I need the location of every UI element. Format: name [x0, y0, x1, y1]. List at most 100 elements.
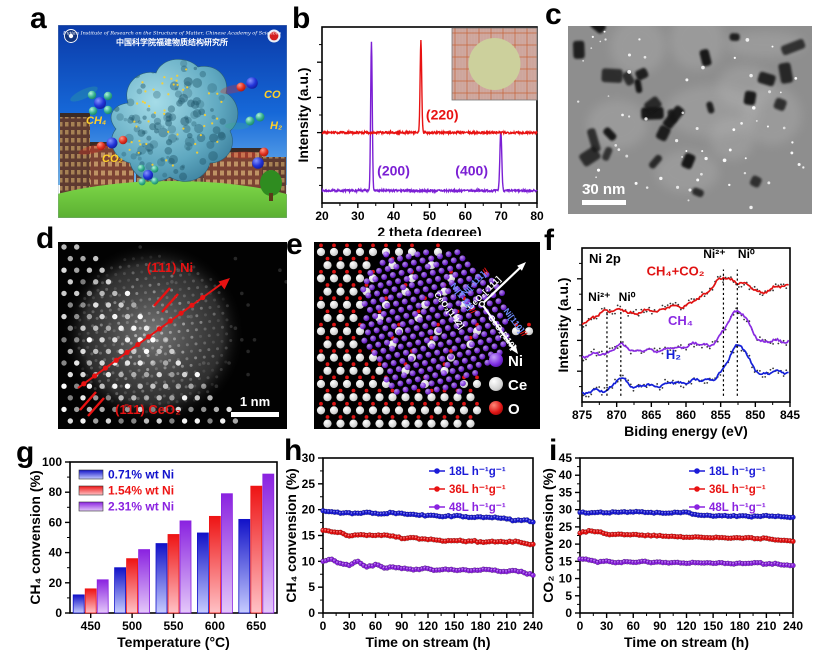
institute-name-zh: 中国科学院福建物质结构研究所 — [116, 37, 228, 47]
ni-legend-label: Ni — [508, 353, 523, 370]
x-axis-label: Time on stream (h) — [624, 634, 749, 650]
y-tick-label: 0 — [55, 606, 62, 620]
co-label: CO — [264, 89, 281, 101]
series-label: CH₄ — [668, 313, 693, 328]
x-tick-label: 650 — [246, 619, 266, 633]
panel-c-sem-image: 30 nm — [568, 26, 812, 214]
y-tick-label: 30 — [302, 451, 316, 465]
x-tick-label: 210 — [756, 619, 776, 633]
legend-marker-dot — [694, 504, 700, 510]
y-tick-label: 0 — [565, 606, 572, 620]
y-tick-label: 30 — [559, 503, 573, 517]
x-tick-label: 30 — [351, 209, 365, 223]
x-tick-label: 90 — [395, 619, 409, 633]
xps-curve-1 — [582, 309, 790, 360]
x-tick-label: 90 — [653, 619, 667, 633]
ceo2-plane-label: (1̄11) CeO₂ — [115, 402, 181, 417]
co-molecule — [220, 77, 258, 94]
x-tick-label: 120 — [676, 619, 696, 633]
atom-legend: Ni Ce O — [489, 353, 527, 418]
porous-catalyst — [110, 59, 239, 182]
y-axis-label: Intensity (a.u.) — [555, 278, 571, 373]
bar-600-1 — [208, 515, 221, 614]
y-axis-label: CH₄ convension (%) — [283, 468, 299, 602]
annotation: Ni²⁺ — [588, 290, 610, 304]
ch4-molecule — [70, 86, 113, 116]
annotation: Ni²⁺ — [703, 247, 725, 261]
x-tick-label: 50 — [423, 209, 437, 223]
x-tick-label: 500 — [122, 619, 142, 633]
x-tick-label: 875 — [572, 408, 592, 422]
y-tick-label: 5 — [565, 589, 572, 603]
y-tick-label: 10 — [302, 554, 316, 568]
co2-label: CO₂ — [102, 153, 123, 165]
panel-letter-e: e — [286, 228, 303, 261]
ni-plane-label: (1̄11) Ni — [147, 260, 193, 275]
panel-letter-b: b — [292, 2, 311, 35]
y-tick-label: 0 — [308, 606, 315, 620]
bar-500-2 — [138, 549, 150, 614]
y-tick-label: 15 — [559, 554, 573, 568]
x-tick-label: 855 — [711, 408, 731, 422]
legend-swatch — [78, 485, 104, 496]
legend-swatch — [78, 469, 104, 480]
x-tick-label: 240 — [523, 619, 543, 633]
y-tick-label: 45 — [559, 451, 573, 465]
x-tick-label: 60 — [459, 209, 473, 223]
chart-title: Ni 2p — [589, 251, 621, 266]
x-tick-label: 150 — [444, 619, 464, 633]
x-tick-label: 120 — [418, 619, 438, 633]
ch4-label: CH₄ — [86, 115, 106, 127]
panel-letter-d: d — [36, 222, 55, 255]
y-tick-label: 60 — [49, 515, 63, 529]
ce-legend-swatch — [489, 377, 503, 391]
x-axis-label: Biding energy (eV) — [624, 423, 748, 439]
bar-650-1 — [250, 485, 263, 614]
bar-450-0 — [72, 594, 85, 614]
x-tick-label: 870 — [607, 408, 627, 422]
peak-label: (220) — [426, 106, 459, 122]
bar-650-2 — [262, 473, 275, 614]
bar-600-2 — [220, 493, 233, 614]
peak-label: (400) — [455, 163, 488, 179]
peak-label: (200) — [377, 163, 410, 179]
bar-550-0 — [155, 543, 168, 614]
x-tick-label: 30 — [600, 619, 614, 633]
legend-label: 0.71% wt Ni — [108, 468, 174, 482]
y-axis-label: CO₂ convension (%) — [540, 468, 556, 603]
ce-legend-label: Ce — [508, 377, 527, 394]
sem-texture — [568, 26, 812, 214]
bar-500-0 — [114, 567, 126, 614]
lattice-art — [61, 242, 287, 426]
panel-letter-f: f — [544, 224, 554, 257]
atom-lattice — [316, 243, 534, 428]
legend-marker-dot — [434, 486, 440, 492]
panel-letter-i: i — [549, 434, 558, 467]
x-tick-label: 60 — [369, 619, 383, 633]
y-tick-label: 20 — [49, 576, 63, 590]
bar-450-2 — [96, 579, 109, 614]
lawn — [58, 181, 287, 218]
y-tick-label: 5 — [308, 580, 315, 594]
panel-f-xps-chart: 875 870 865 860 855 850 845 Biding energy (eV) I… — [555, 247, 800, 439]
y-tick-label: 25 — [302, 477, 316, 491]
y-tick-label: 20 — [559, 537, 573, 551]
panel-e-atomic-model: Ni[-111]// CeO₂[-111] Ni[110]// CeO₂[110… — [314, 242, 540, 429]
ch4-molecule-2 — [137, 164, 159, 186]
h2-label: H₂ — [270, 120, 282, 132]
ni-legend-swatch — [489, 353, 503, 367]
panel-i-stability-chart: 0 30 60 90 120 150 180 210 240 0 5 10 15 20 25 30 35 40 45… — [540, 451, 803, 650]
x-tick-label: 180 — [730, 619, 750, 633]
legend-marker-dot — [694, 468, 700, 474]
panel-letter-c: c — [545, 0, 562, 31]
legend-label: 18L h⁻¹g⁻¹ — [449, 466, 506, 478]
x-tick-label: 450 — [81, 619, 101, 633]
x-tick-label: 600 — [205, 619, 225, 633]
x-axis-label: Temperature (°C) — [117, 634, 230, 650]
bar-450-1 — [84, 588, 97, 614]
x-tick-label: 60 — [627, 619, 641, 633]
panel-a-illustration: Fujian Institute of Research on the Stru… — [58, 25, 287, 218]
bar-500-1 — [126, 558, 138, 614]
legend-label: 18L h⁻¹g⁻¹ — [709, 466, 766, 478]
bar-650-0 — [238, 518, 251, 614]
